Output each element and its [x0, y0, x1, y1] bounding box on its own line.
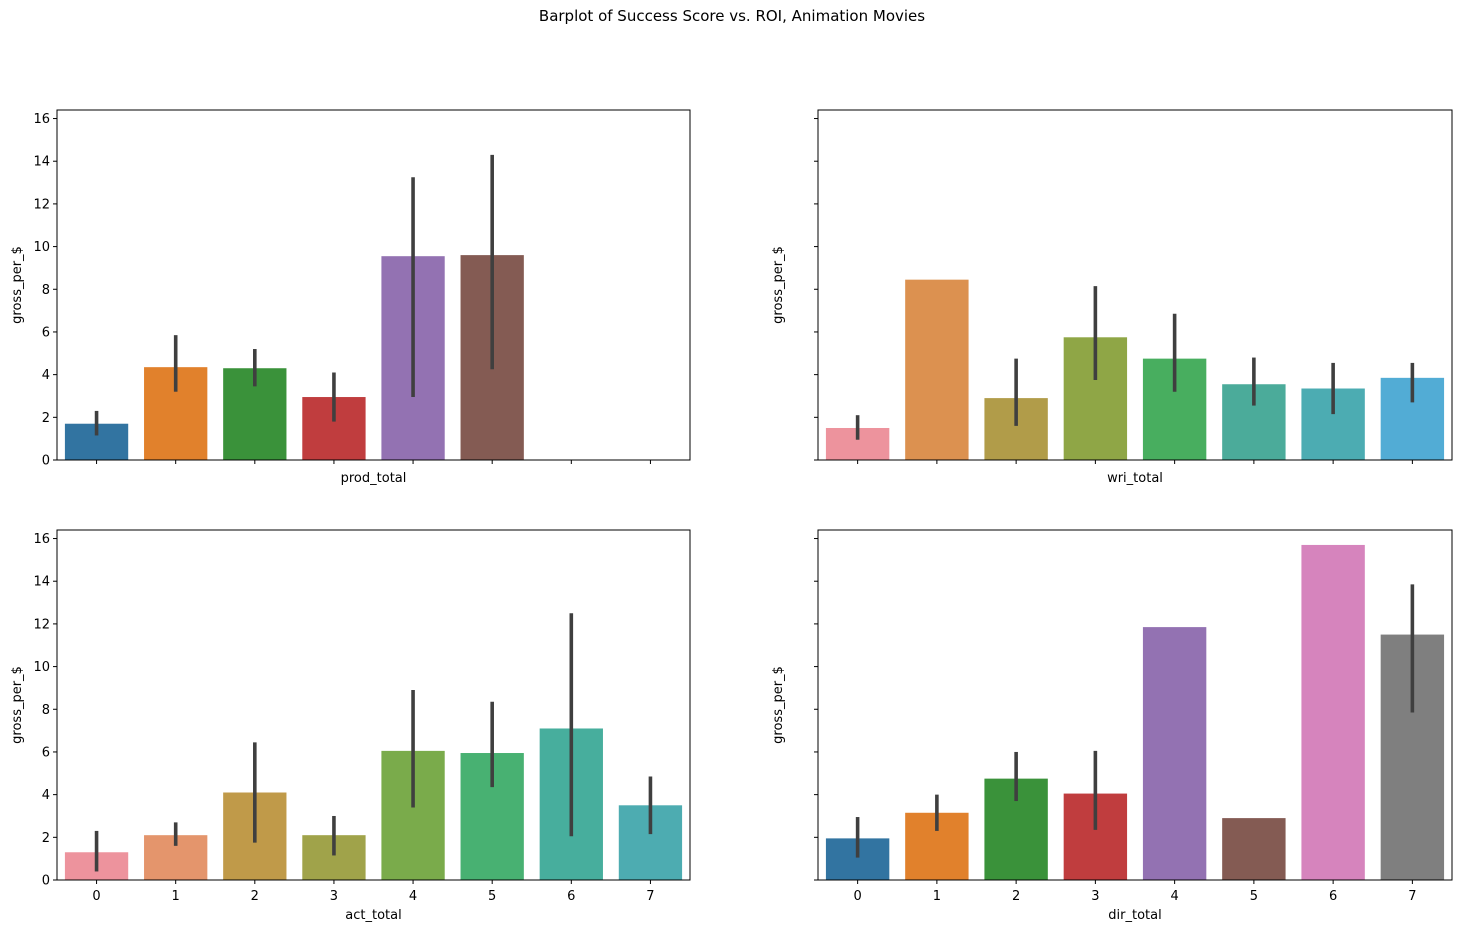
x-tick-label: 4: [1170, 889, 1178, 904]
y-tick-label: 8: [42, 703, 50, 718]
y-tick-label: 10: [33, 660, 50, 675]
axes-frame: [817, 529, 1453, 881]
y-tick-label: 0: [42, 454, 50, 469]
axes-frame: [817, 109, 1453, 461]
panels: 0246810121416prod_totalgross_per_$wri_to…: [10, 109, 1453, 923]
x-tick-label: 6: [1329, 889, 1337, 904]
y-tick-label: 2: [42, 831, 50, 846]
x-tick-label: 0: [853, 889, 861, 904]
x-tick-label: 3: [330, 889, 338, 904]
x-tick-label: 7: [646, 889, 654, 904]
y-tick-label: 16: [33, 532, 50, 547]
x-tick-label: 7: [1408, 889, 1416, 904]
bar-5: [1222, 818, 1286, 880]
y-tick-label: 12: [33, 617, 50, 632]
y-axis-label: gross_per_$: [771, 666, 786, 744]
x-axis-label: prod_total: [341, 471, 407, 486]
x-tick-label: 5: [488, 889, 496, 904]
x-axis-label: dir_total: [1108, 908, 1161, 923]
bar-4: [1142, 627, 1207, 880]
panel-bottom-right: 0 1 2 3 4 5 6 7 dir_total gross_per_$: [771, 529, 1453, 923]
y-axis-label: gross_per_$: [771, 246, 786, 324]
bar-1: [905, 279, 969, 460]
y-tick-label: 14: [33, 155, 50, 170]
panel-top-right: wri_total gross_per_$: [771, 109, 1453, 486]
x-tick-label: 3: [1091, 889, 1099, 904]
y-tick-label: 10: [33, 240, 50, 255]
y-tick-label: 6: [42, 745, 50, 760]
axes-frame: [56, 109, 691, 461]
x-tick-label: 4: [409, 889, 417, 904]
x-tick-label: 6: [567, 889, 575, 904]
x-tick-label: 2: [1012, 889, 1020, 904]
x-tick-label: 5: [1250, 889, 1258, 904]
y-tick-label: 8: [42, 283, 50, 298]
y-tick-label: 4: [42, 368, 50, 383]
x-tick-label: 1: [933, 889, 941, 904]
y-tick-label: 4: [42, 788, 50, 803]
x-tick-label: 0: [92, 889, 100, 904]
y-axis-label: gross_per_$: [10, 666, 25, 744]
x-tick-label: 1: [172, 889, 180, 904]
panel-top-left: 0 2 4 6 8 10 12 14 16 prod_total gross_per_$: [10, 109, 691, 486]
y-tick-label: 14: [33, 575, 50, 590]
x-tick-label: 2: [251, 889, 259, 904]
y-tick-label: 6: [42, 325, 50, 340]
x-axis-label: act_total: [345, 908, 401, 923]
y-axis-label: gross_per_$: [10, 246, 25, 324]
y-tick-label: 16: [33, 112, 50, 127]
y-tick-label: 0: [42, 874, 50, 889]
bar-6: [1301, 544, 1365, 880]
figure-title: Barplot of Success Score vs. ROI, Animat…: [539, 7, 925, 25]
y-tick-label: 2: [42, 411, 50, 426]
axes-frame: [56, 529, 691, 881]
x-axis-label: wri_total: [1107, 471, 1163, 486]
y-tick-label: 12: [33, 197, 50, 212]
